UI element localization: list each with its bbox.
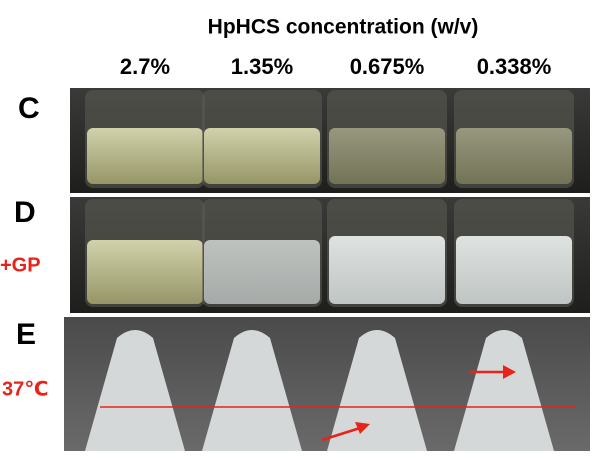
liquid [87,240,203,304]
tube [85,330,185,451]
column-label: 0.675% [350,54,425,79]
row-note: +GP [0,254,41,276]
liquid [204,128,320,184]
tube [202,330,302,451]
tube [327,330,427,451]
column-label: 0.338% [477,54,552,79]
column-label: 2.7% [120,54,170,79]
liquid [329,128,445,184]
liquid [87,128,203,184]
arrows [321,365,516,442]
liquid [456,128,572,184]
row-label: D [14,196,36,229]
figure-title: HpHCS concentration (w/v) [208,16,479,39]
tube [454,330,554,451]
column-label: 1.35% [231,54,293,79]
liquid [329,236,445,304]
liquid [456,236,572,304]
row-label: C [18,92,40,125]
row-label: E [16,318,36,351]
liquid [204,240,320,304]
row-note: 37℃ [2,378,48,400]
